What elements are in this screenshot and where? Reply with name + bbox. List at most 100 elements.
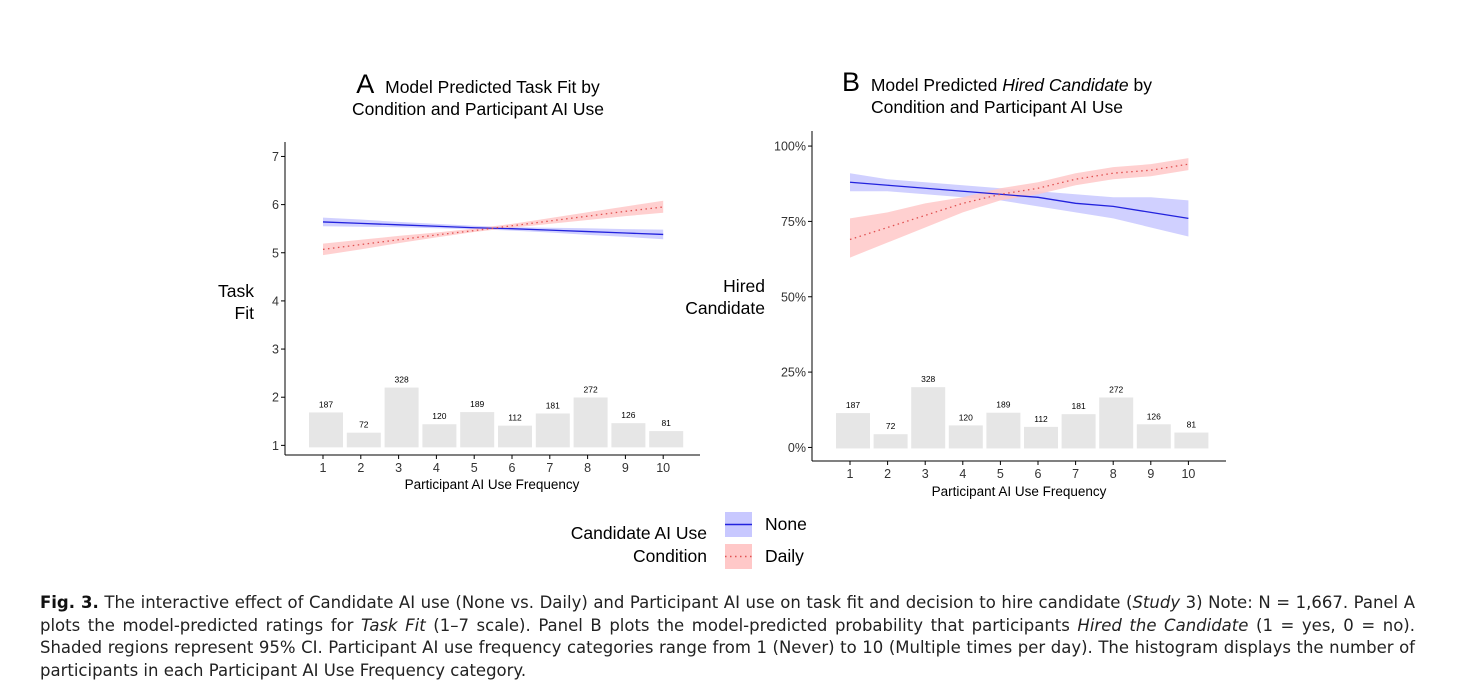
panel-b-hist-count-2: 72 [886, 421, 896, 431]
caption-part3: (1–7 scale). Panel B plots the model-pre… [425, 615, 1078, 635]
panel-b-hist-count-8: 272 [1109, 384, 1123, 394]
panel-a-hist-bar-7 [535, 413, 570, 448]
panel-b-title-pre: Model Predicted [871, 75, 1002, 95]
panel-a-hist-count-4: 120 [432, 411, 446, 421]
panel-b-letter: B [842, 67, 860, 97]
panel-a-hist-bar-1 [309, 412, 343, 448]
panel-a-series-line-daily [322, 206, 664, 251]
panel-a-hist-count-1: 187 [319, 399, 333, 409]
panel-a-ylabel-line1: Task [218, 281, 254, 301]
panel-b-hist-bar-6 [1024, 426, 1058, 449]
panel-a-hist-bar-10 [649, 431, 684, 448]
figure-caption: Fig. 3. The interactive effect of Candid… [40, 592, 1415, 682]
caption-em1: Study [1132, 593, 1181, 612]
legend-title-line1: Candidate AI Use [571, 523, 707, 543]
panel-a-x-tick-label-6: 7 [546, 461, 553, 475]
panel-b-hist-bar-4 [948, 425, 983, 449]
panel-b-x-tick-label-2: 3 [922, 467, 929, 481]
panel-a-x-tick-label-7: 8 [584, 461, 591, 475]
panel-b-y-tick-label-2: 50% [781, 290, 806, 304]
caption-em3: Hired the Candidate [1077, 615, 1249, 635]
panel-b-hist-bar-3 [911, 387, 946, 449]
panel-b-y-tick-label-3: 75% [781, 215, 806, 229]
panel-b-hist-count-10: 81 [1187, 420, 1197, 430]
caption-part4: (1 = yes, 0 = no). Shaded regions repres… [40, 615, 1415, 680]
panel-a-letter: A [356, 69, 374, 99]
panel-a-x-tick-label-9: 10 [656, 461, 670, 475]
panel-b-hist-count-7: 181 [1072, 401, 1086, 411]
panel-a-hist-count-10: 81 [661, 418, 671, 428]
panel-a-hist-count-3: 328 [395, 375, 409, 385]
panel-b-x-tick-label-3: 4 [959, 467, 966, 481]
panel-b-ylabel-line2: Candidate [685, 298, 765, 318]
panel-b-hist-count-1: 187 [846, 400, 860, 410]
panel-a-y-tick-label-5: 6 [272, 198, 279, 212]
panel-b-x-tick-label-5: 6 [1035, 467, 1042, 481]
panel-b-hist-count-9: 126 [1147, 411, 1161, 421]
panel-b-y-tick-label-1: 25% [781, 366, 806, 380]
panel-b-series-line-none [849, 181, 1189, 220]
caption-em2: Task Fit [360, 615, 426, 635]
panel-b-hist-bar-9 [1136, 424, 1171, 449]
panel-a-x-tick-label-3: 4 [433, 461, 440, 475]
panel-a-x-tick-label-8: 9 [622, 461, 629, 475]
panel-b-x-tick-label-1: 2 [884, 467, 891, 481]
panel-b-hist-bar-10 [1174, 432, 1209, 449]
panel-b-title-line2: Condition and Participant AI Use [871, 97, 1123, 117]
panel-b-hist-bar-5 [986, 412, 1021, 449]
panel-b-hist-count-3: 328 [921, 374, 935, 384]
panel-a-y-tick-label-0: 1 [272, 439, 279, 453]
panel-a-ylabel-line2: Fit [235, 303, 255, 323]
panel-a-x-tick-label-2: 3 [395, 461, 402, 475]
legend-title-line2: Condition [633, 546, 707, 566]
panel-a-title: A Model Predicted Task Fit by [356, 69, 600, 99]
panel-b-ci-ribbon-daily [850, 158, 1189, 258]
panel-a-hist-bar-4 [422, 424, 457, 448]
legend-label-daily: Daily [765, 546, 804, 566]
panel-a-y-tick-label-1: 2 [272, 391, 279, 405]
panel-a-hist-bar-3 [384, 387, 419, 448]
panel-b-y-tick-label-4: 100% [774, 140, 806, 154]
panel-a-title-line1: Model Predicted Task Fit by [385, 77, 600, 97]
panel-b-x-tick-label-6: 7 [1072, 467, 1079, 481]
panel-b-x-tick-label-4: 5 [997, 467, 1004, 481]
panel-a-x-tick-label-4: 5 [471, 461, 478, 475]
panel-b-title-em: Hired Candidate [1002, 75, 1129, 95]
panel-a-x-tick-label-0: 1 [320, 461, 327, 475]
panel-a-y-tick-label-6: 7 [272, 150, 279, 164]
panel-a-hist-bar-8 [573, 397, 608, 448]
panel-b-series-line-daily [849, 163, 1189, 241]
panel-a-hist-count-6: 112 [508, 413, 522, 423]
panel-b-x-tick-label-9: 10 [1181, 467, 1195, 481]
caption-part2: 3) Note: N = 1,667. Panel A plots the mo… [40, 593, 1415, 635]
panel-b-x-tick-label-8: 9 [1147, 467, 1154, 481]
panel-b-title-post: by [1134, 75, 1153, 95]
panel-a-hist-count-5: 189 [470, 399, 484, 409]
panel-a-hist-count-7: 181 [546, 400, 560, 410]
panel-b-x-tick-label-7: 8 [1110, 467, 1117, 481]
legend: Candidate AI Use Condition None Daily [571, 512, 807, 569]
panel-b-y-tick-label-0: 0% [788, 441, 806, 455]
panel-b-ylabel-line1: Hired [723, 276, 765, 296]
panel-a-y-tick-label-3: 4 [272, 294, 279, 308]
caption-label: Fig. 3. [40, 593, 99, 612]
panel-a-hist-count-9: 126 [621, 410, 635, 420]
panel-b-title: B Model Predicted Hired Candidate by [842, 67, 1152, 97]
panel-b-hist-count-6: 112 [1034, 414, 1048, 424]
panel-a-hist-count-2: 72 [359, 420, 369, 430]
panel-a-title-line2: Condition and Participant AI Use [352, 99, 604, 119]
panel-a-hist-bar-6 [498, 425, 532, 448]
panel-b-hist-count-5: 189 [996, 400, 1010, 410]
panel-a-y-tick-label-2: 3 [272, 343, 279, 357]
panel-a-x-tick-label-1: 2 [357, 461, 364, 475]
panel-b-xlabel: Participant AI Use Frequency [932, 484, 1107, 499]
panel-a-hist-bar-9 [611, 423, 646, 448]
panel-b-hist-bar-1 [836, 413, 870, 449]
panel-a-hist-bar-5 [460, 412, 495, 448]
figure: A Model Predicted Task Fit by Condition … [218, 67, 1226, 569]
panel-b-hist-bar-2 [873, 434, 908, 449]
panel-b-x-tick-label-0: 1 [847, 467, 854, 481]
legend-swatch-daily [725, 544, 752, 569]
panel-a-y-tick-label-4: 5 [272, 246, 279, 260]
panel-a-hist-count-8: 272 [584, 384, 598, 394]
